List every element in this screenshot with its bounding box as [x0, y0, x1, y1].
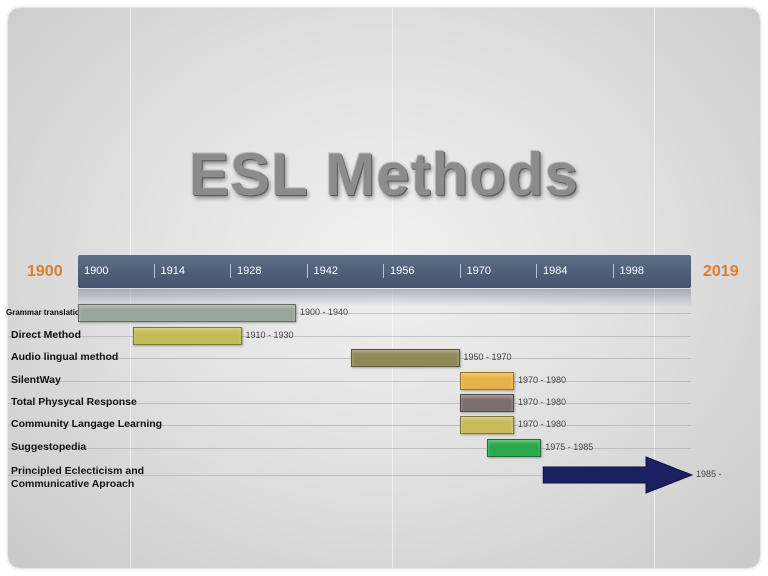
tick-label: 1998	[619, 265, 644, 277]
task-range-label: 1910 - 1930	[245, 330, 294, 340]
row-gridline	[8, 448, 691, 449]
task-bar	[486, 439, 542, 457]
task-range-label: 1950 - 1970	[463, 352, 512, 362]
row-gridline	[8, 313, 691, 314]
task-arrow	[542, 456, 694, 494]
task-range-label: 1970 - 1980	[518, 419, 567, 429]
tick-separator	[383, 264, 384, 278]
timeline-end-label: 2019	[703, 263, 739, 280]
slide-title: ESL Methods	[189, 141, 579, 208]
tick-label: 1914	[160, 265, 185, 277]
row-gridline	[8, 403, 691, 404]
task-label: Community Langage Learning	[11, 418, 163, 430]
task-range-label: 1975 - 1985	[545, 442, 594, 452]
row-gridline	[8, 425, 691, 426]
row-gridline	[8, 336, 691, 337]
task-bar	[459, 416, 514, 434]
tick-separator	[153, 264, 155, 278]
task-label: Total Physycal Response	[11, 396, 137, 408]
background-stripe	[654, 8, 655, 568]
background-stripe	[392, 8, 393, 568]
tick-separator	[536, 264, 537, 278]
timeline-band	[78, 255, 691, 288]
timeline-band-shadow	[78, 289, 691, 307]
tick-separator	[612, 264, 614, 278]
task-label: Grammar translation	[6, 308, 85, 317]
task-label: SilentWay	[11, 374, 61, 386]
task-bar	[78, 304, 296, 322]
row-gridline	[8, 358, 691, 359]
tick-label: 1900	[84, 265, 109, 277]
tick-separator	[230, 264, 231, 278]
task-label: Suggestopedia	[11, 441, 87, 453]
tick-label: 1970	[466, 265, 491, 277]
tick-label: 1928	[237, 265, 262, 277]
tick-separator	[459, 264, 461, 278]
row-gridline	[8, 475, 691, 476]
row-gridline	[8, 381, 691, 382]
task-range-label: 1985 -	[696, 469, 722, 479]
tick-label: 1984	[543, 265, 568, 277]
task-bar	[459, 372, 514, 390]
task-range-label: 1970 - 1980	[518, 375, 567, 385]
task-range-label: 1900 - 1940	[300, 307, 349, 317]
task-bar	[459, 394, 514, 412]
task-bar	[350, 349, 460, 367]
tick-label: 1942	[313, 265, 338, 277]
timeline-start-label: 1900	[27, 263, 63, 280]
task-label: Principled Eclecticism and Communicative…	[11, 465, 145, 490]
task-label: Audio lingual method	[11, 351, 119, 363]
tick-label: 1956	[390, 265, 415, 277]
task-bar	[132, 327, 242, 345]
task-range-label: 1970 - 1980	[518, 397, 567, 407]
tick-separator	[306, 264, 308, 278]
background-stripe	[130, 8, 131, 568]
task-label: Direct Method	[11, 329, 82, 341]
